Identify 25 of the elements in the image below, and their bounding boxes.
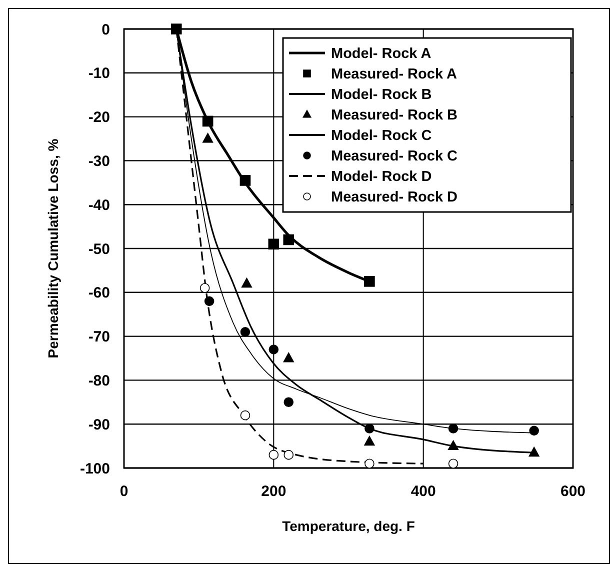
legend-label: Model- Rock B	[331, 87, 432, 104]
y-tick-label: -90	[88, 416, 110, 434]
legend-label: Measured- Rock A	[331, 66, 458, 83]
y-tick-label: -60	[88, 284, 110, 302]
y-tick-label: -50	[88, 240, 110, 258]
legend-label: Measured- Rock D	[331, 190, 458, 206]
y-tick-label: -70	[88, 328, 110, 346]
x-tick-label: 0	[120, 483, 128, 500]
y-tick-label: -40	[88, 196, 110, 214]
x-axis-title: Temperature, deg. F	[282, 518, 416, 534]
y-tick-label: 0	[102, 21, 110, 38]
legend-label: Measured- Rock B	[331, 108, 458, 124]
legend-label: Model- Rock C	[331, 128, 432, 144]
legend-label: Model- Rock D	[331, 169, 432, 186]
x-tick-label: 200	[261, 483, 286, 500]
y-tick-label: -100	[80, 460, 110, 478]
legend-label: Model- Rock A	[331, 46, 432, 62]
x-tick-label: 400	[410, 483, 436, 500]
y-tick-label: -80	[88, 372, 110, 390]
y-axis-title: Permeability Cumulative Loss, %	[45, 138, 61, 358]
y-tick-label: -30	[88, 152, 110, 170]
x-tick-label: 600	[560, 483, 586, 500]
legend-label: Measured- Rock C	[331, 148, 458, 165]
y-tick-label: -10	[88, 65, 110, 82]
y-tick-label: -20	[88, 109, 110, 126]
